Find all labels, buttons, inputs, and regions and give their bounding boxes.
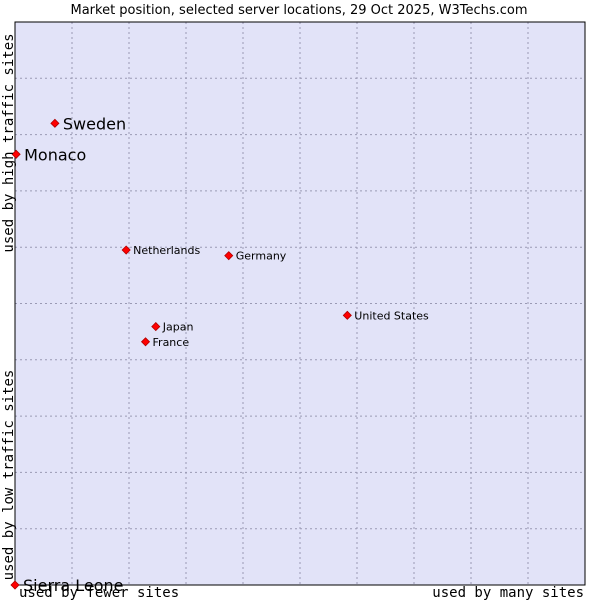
point-label-sweden: Sweden — [63, 114, 126, 133]
point-label-japan: Japan — [162, 321, 194, 334]
plot-frame — [14, 21, 586, 586]
chart-title: Market position, selected server locatio… — [70, 3, 527, 18]
y-axis-label-high: used by high traffic sites — [1, 33, 17, 252]
point-label-monaco: Monaco — [24, 145, 86, 164]
x-axis-label-high: used by many sites — [432, 585, 584, 600]
grid-lines — [15, 22, 585, 585]
point-label-germany: Germany — [236, 250, 287, 263]
data-points: Sweden Monaco Netherlands Germany United Sta… — [10, 114, 429, 595]
point-label-france: France — [153, 336, 190, 349]
point-marker-monaco — [11, 149, 21, 159]
point-marker-united-states — [342, 310, 352, 320]
point-label-netherlands: Netherlands — [133, 244, 200, 257]
x-axis-label-low: used by fewer sites — [19, 585, 179, 600]
point-label-united-states: United States — [354, 309, 429, 322]
point-marker-netherlands — [121, 245, 131, 255]
point-marker-sierra-leone — [10, 580, 20, 590]
y-axis-label-low: used by low traffic sites — [1, 370, 17, 581]
point-label-sierra-leone: Sierra Leone — [23, 576, 123, 595]
point-marker-sweden — [50, 118, 60, 128]
point-marker-japan — [151, 322, 161, 332]
point-marker-germany — [224, 251, 234, 261]
point-marker-france — [140, 337, 151, 347]
